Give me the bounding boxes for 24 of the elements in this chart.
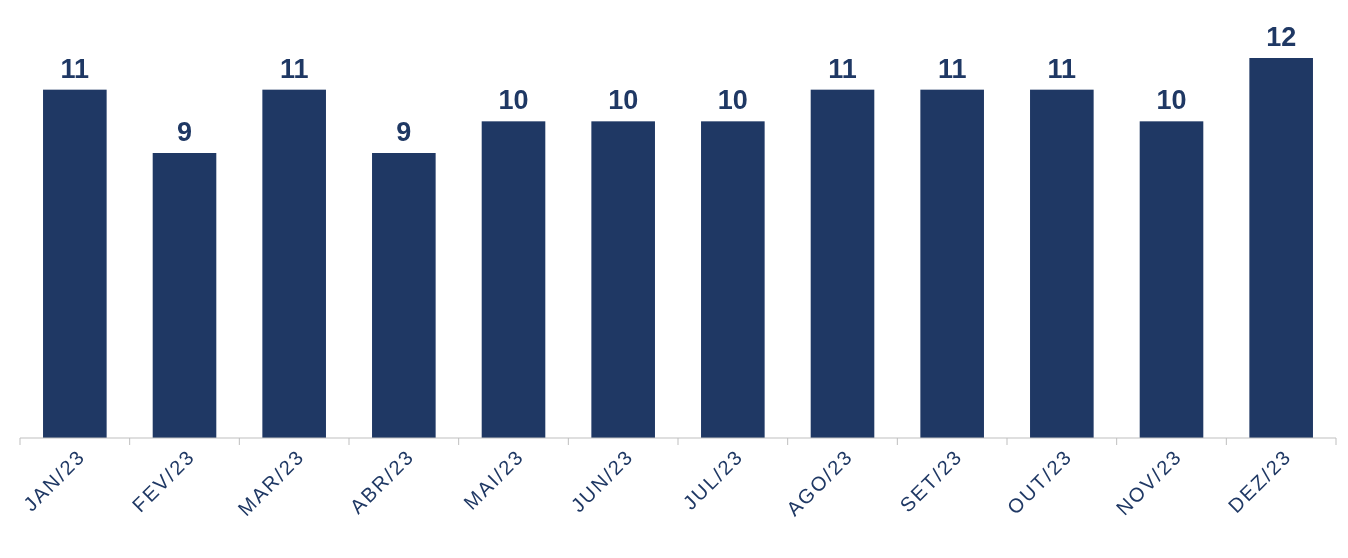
data-label: 11 [828,53,857,84]
data-label: 11 [279,53,309,84]
data-label: 9 [396,117,412,147]
bar [372,153,436,438]
bar [152,153,217,438]
bar [920,89,984,438]
bar [262,89,326,438]
data-label: 11 [60,53,90,84]
bar [1030,89,1094,438]
bar [481,121,546,438]
data-label: 10 [1156,85,1187,116]
bar [1139,121,1204,438]
bar [43,89,107,438]
data-label: 10 [717,85,748,116]
bar [1249,58,1313,438]
bar [701,121,765,438]
bar [591,121,655,438]
data-label: 12 [1266,22,1297,52]
data-label: 11 [1047,53,1077,84]
data-label: 11 [937,53,967,84]
bar [810,89,875,438]
data-label: 9 [176,117,193,147]
data-label: 10 [608,85,639,116]
data-label: 10 [498,85,529,116]
